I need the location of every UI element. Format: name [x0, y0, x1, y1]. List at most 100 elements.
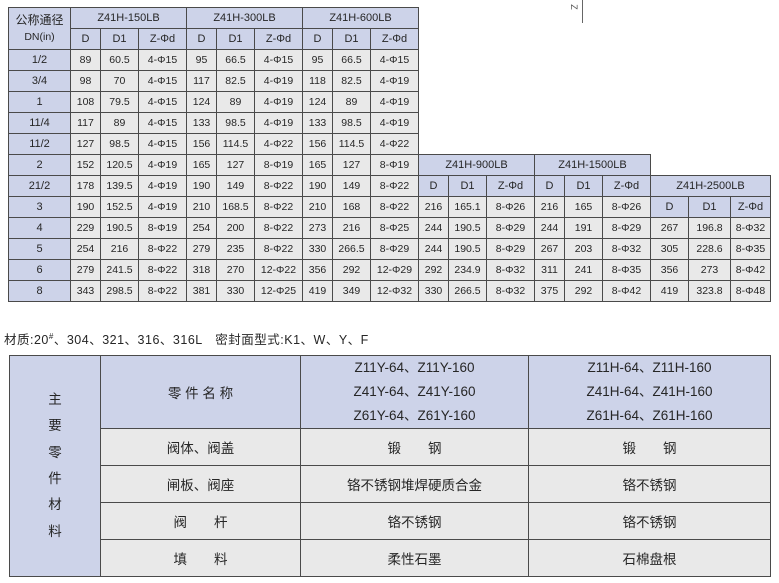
- spec-cell: 124: [186, 91, 217, 113]
- group-header: Z41H-2500LB: [650, 175, 771, 197]
- spec-cell: 4-Φ15: [254, 49, 303, 71]
- spec-cell: 117: [70, 112, 101, 134]
- column-header: D1: [100, 28, 139, 50]
- spec-cell: 190.5: [100, 217, 139, 239]
- model-column-y-header: Z11Y-64、Z11Y-160 Z41Y-64、Z41Y-160 Z61Y-6…: [300, 355, 529, 429]
- spec-cell: 98.5: [100, 133, 139, 155]
- spec-cell: 165.1: [448, 196, 487, 218]
- column-header: D1: [216, 28, 255, 50]
- spec-cell: 4-Φ22: [254, 133, 303, 155]
- table-row: 11/2 127 98.5 4-Φ15 156 114.5 4-Φ22 156 114.5 4-Φ…: [8, 133, 771, 155]
- spec-cell: 210: [302, 196, 333, 218]
- dn-column-header: 公称通径 DN(in): [8, 7, 71, 50]
- spec-cell: 330: [418, 280, 449, 302]
- spec-cell: 311: [534, 259, 565, 281]
- table-row: 3/4 98 70 4-Φ15 117 82.5 4-Φ19 118 82.5 4-Φ19: [8, 70, 771, 92]
- table-row: 3 190 152.5 4-Φ19 210 168.5 8-Φ22 210 168 8-Φ22 21…: [8, 196, 771, 218]
- empty-space: [418, 7, 535, 29]
- spec-cell: 266.5: [448, 280, 487, 302]
- spec-cell: 228.6: [688, 238, 731, 260]
- spec-cell: 8-Φ48: [730, 280, 771, 302]
- spec-cell: 273: [302, 217, 333, 239]
- spec-cell: 12-Φ25: [254, 280, 303, 302]
- empty-space: [418, 112, 535, 134]
- material-value: 铬不锈钢: [528, 465, 771, 503]
- spec-cell: 8-Φ22: [254, 217, 303, 239]
- spec-cell: 267: [650, 217, 689, 239]
- column-header: D1: [688, 196, 731, 218]
- dn-cell: 8: [8, 280, 71, 302]
- spec-cell: 12-Φ32: [370, 280, 419, 302]
- spec-cell: 8-Φ32: [486, 280, 535, 302]
- material-value: 锻 钢: [300, 428, 529, 466]
- material-value: 石棉盘根: [528, 539, 771, 577]
- spec-cell: 178: [70, 175, 101, 197]
- spec-cell: 149: [332, 175, 371, 197]
- empty-space: [534, 49, 651, 71]
- note-superscript: #: [48, 331, 54, 341]
- table-row: 4 229 190.5 8-Φ19 254 200 8-Φ22 273 216 8-Φ25 244 1…: [8, 217, 771, 239]
- column-header: Z-Φd: [602, 175, 651, 197]
- dn-cell: 11/4: [8, 112, 71, 134]
- dn-cell: 3: [8, 196, 71, 218]
- spec-cell: 8-Φ29: [370, 238, 419, 260]
- spec-cell: 165: [564, 196, 603, 218]
- spec-cell: 98.5: [332, 112, 371, 134]
- spec-cell: 8-Φ22: [370, 196, 419, 218]
- spec-cell: 8-Φ22: [138, 280, 187, 302]
- empty-space: [418, 28, 535, 50]
- spec-cell: 216: [534, 196, 565, 218]
- part-name: 填 料: [100, 539, 301, 577]
- spec-cell: 8-Φ42: [602, 280, 651, 302]
- empty-space: [650, 133, 771, 155]
- empty-space: [650, 91, 771, 113]
- spec-cell: 133: [302, 112, 333, 134]
- spec-cell: 419: [302, 280, 333, 302]
- spec-cell: 8-Φ26: [486, 196, 535, 218]
- spec-cell: 298.5: [100, 280, 139, 302]
- column-header: D1: [448, 175, 487, 197]
- table-row: 闸板、阀座 铬不锈钢堆焊硬质合金 铬不锈钢: [10, 465, 771, 503]
- spec-cell: 165: [186, 154, 217, 176]
- dn-cell: 1: [8, 91, 71, 113]
- spec-cell: 4-Φ15: [138, 112, 187, 134]
- spec-cell: 8-Φ22: [254, 196, 303, 218]
- flange-dimension-table-wrap: 公称通径 DN(in) Z41H-150LB Z41H-300LB Z41H-600LB…: [8, 7, 771, 302]
- empty-space: [650, 154, 771, 176]
- table-row: 1/2 89 60.5 4-Φ15 95 66.5 4-Φ15 95 66.5 4-Φ15: [8, 49, 771, 71]
- spec-cell: 8-Φ22: [370, 175, 419, 197]
- materials-table-wrap: 主要零件材料 零 件 名 称 Z11Y-64、Z11Y-160 Z41Y-64、…: [9, 355, 771, 577]
- spec-cell: 8-Φ19: [370, 154, 419, 176]
- column-header: Z-Φd: [730, 196, 771, 218]
- empty-space: [534, 91, 651, 113]
- spec-cell: 292: [564, 280, 603, 302]
- spec-cell: 8-Φ22: [138, 259, 187, 281]
- empty-space: [534, 70, 651, 92]
- spec-cell: 149: [216, 175, 255, 197]
- spec-cell: 127: [216, 154, 255, 176]
- empty-space: [534, 133, 651, 155]
- column-header: D: [418, 175, 449, 197]
- spec-cell: 8-Φ32: [602, 238, 651, 260]
- empty-space: [650, 70, 771, 92]
- spec-cell: 190.5: [448, 238, 487, 260]
- empty-space: [650, 28, 771, 50]
- material-value: 铬不锈钢堆焊硬质合金: [300, 465, 529, 503]
- spec-cell: 8-Φ42: [730, 259, 771, 281]
- table-row: 阀体、阀盖 锻 钢 锻 钢: [10, 428, 771, 466]
- column-header: Z-Φd: [486, 175, 535, 197]
- spec-cell: 8-Φ25: [370, 217, 419, 239]
- empty-space: [534, 112, 651, 134]
- table-row: 8 343 298.5 8-Φ22 381 330 12-Φ25 419 349 12-Φ32 33…: [8, 280, 771, 302]
- table-row: 2 152 120.5 4-Φ19 165 127 8-Φ19 165 127 8-Φ19 Z41H…: [8, 154, 771, 176]
- spec-cell: 8-Φ35: [730, 238, 771, 260]
- spec-cell: 95: [186, 49, 217, 71]
- spec-cell: 152: [70, 154, 101, 176]
- column-header: D1: [564, 175, 603, 197]
- spec-cell: 118: [302, 70, 333, 92]
- spec-cell: 273: [688, 259, 731, 281]
- group-header: Z41H-900LB: [418, 154, 535, 176]
- spec-cell: 168.5: [216, 196, 255, 218]
- spec-cell: 254: [70, 238, 101, 260]
- spec-cell: 323.8: [688, 280, 731, 302]
